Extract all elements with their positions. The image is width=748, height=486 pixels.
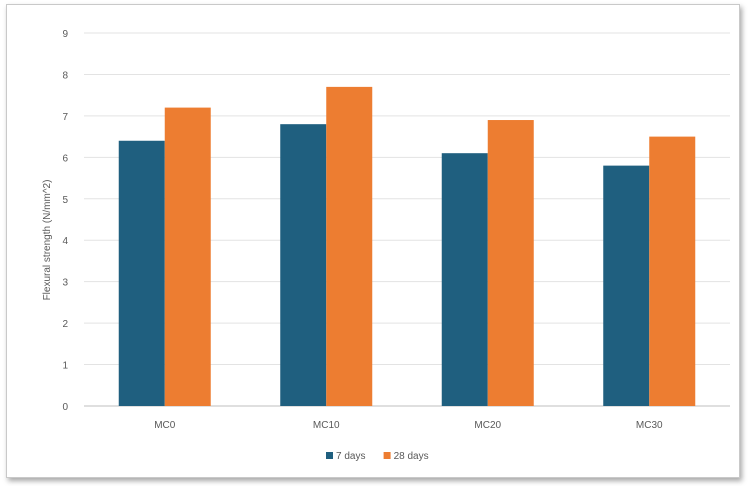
y-axis-title: Flexural strength (N/mm^2)	[42, 180, 53, 301]
x-tick-label: MC30	[636, 420, 663, 431]
y-tick-label: 2	[62, 319, 68, 330]
bar-28-days-MC10	[326, 86, 373, 406]
bar-7-days-MC20	[441, 153, 488, 406]
y-tick-label: 8	[62, 70, 68, 81]
bar-7-days-MC10	[280, 124, 327, 406]
y-tick-label: 1	[62, 361, 68, 372]
legend-label: 28 days	[394, 451, 429, 462]
x-axis-ticks: MC0 MC10 MC20 MC30	[154, 420, 663, 431]
bars	[118, 86, 696, 407]
bar-28-days-MC0	[164, 107, 211, 406]
y-tick-label: 6	[62, 153, 68, 164]
y-tick-label: 7	[62, 112, 68, 123]
legend-swatch	[326, 452, 333, 459]
x-tick-label: MC0	[154, 420, 176, 431]
legend-swatch	[383, 452, 391, 459]
y-tick-label: 9	[62, 29, 68, 40]
bar-7-days-MC0	[118, 140, 165, 406]
bar-28-days-MC20	[487, 120, 534, 407]
bar-28-days-MC30	[649, 136, 696, 406]
legend: 7 days 28 days	[326, 451, 429, 462]
y-axis-ticks: 0 1 2 3 4 5 6 7 8 9	[62, 29, 68, 413]
y-tick-label: 3	[62, 278, 68, 289]
legend-label: 7 days	[336, 451, 365, 462]
y-tick-label: 5	[62, 195, 68, 206]
x-tick-label: MC20	[474, 420, 501, 431]
bar-7-days-MC30	[603, 165, 650, 406]
y-tick-label: 4	[62, 236, 68, 247]
x-tick-label: MC10	[313, 420, 340, 431]
y-tick-label: 0	[62, 402, 68, 413]
